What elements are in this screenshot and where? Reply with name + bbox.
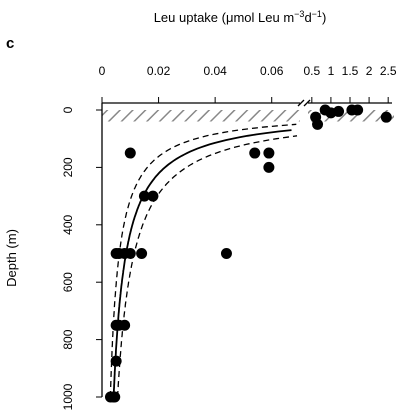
y-axis-label: Depth (m): [4, 229, 19, 287]
x-tick-label: 0.06: [260, 64, 284, 78]
x-tick-label: 0: [99, 64, 106, 78]
y-tick-label: 400: [61, 214, 75, 234]
x-tick-label: 1.5: [342, 64, 359, 78]
axis-break-mark: [297, 99, 305, 107]
data-point: [124, 147, 136, 159]
fit-curve: [112, 129, 292, 398]
data-point: [312, 118, 324, 130]
x-tick-label: 2.5: [380, 64, 397, 78]
data-point: [124, 248, 136, 259]
data-point: [138, 190, 150, 202]
y-tick-label: 0: [61, 106, 75, 113]
panel-label: c: [6, 35, 14, 52]
data-point: [263, 161, 275, 173]
y-tick-label: 200: [61, 157, 75, 177]
data-point: [147, 190, 159, 202]
chart-title: Leu uptake (μmol Leu m−3d−1): [154, 9, 327, 25]
fit-curves: [109, 123, 298, 398]
data-point: [249, 147, 261, 159]
x-tick-label: 1: [328, 64, 335, 78]
mixed-layer: [102, 110, 394, 122]
mixed-layer-hatch-left: [102, 110, 300, 122]
data-point: [263, 147, 275, 159]
title-exp2: −1: [312, 9, 322, 19]
y-tick-label: 800: [61, 329, 75, 349]
title-mid: d: [304, 10, 311, 25]
title-suffix: ): [322, 10, 326, 25]
data-point: [333, 105, 345, 117]
data-point: [220, 248, 232, 259]
fit-ci-upper: [116, 135, 298, 397]
y-tick-label: 1000: [61, 383, 75, 410]
title-exp1: −3: [294, 9, 304, 19]
y-tick-label: 600: [61, 272, 75, 292]
title-prefix: Leu uptake (μmol Leu m: [154, 10, 294, 25]
x-tick-label: 2: [366, 64, 373, 78]
data-point: [380, 111, 392, 123]
x-tick-label: 0.5: [303, 64, 320, 78]
axis-break-mark: [303, 99, 311, 107]
data-point: [352, 104, 364, 116]
fit-ci-lower: [109, 123, 297, 397]
data-point: [119, 319, 131, 331]
data-point: [136, 248, 148, 259]
x-tick-label: 0.02: [147, 64, 171, 78]
data-point: [109, 391, 121, 403]
data-points: [104, 104, 392, 403]
axes: 0 0.02 0.04 0.06 0.5 1 1.5 2 2.5 0 200 400 600 800 100…: [61, 64, 397, 410]
x-tick-label: 0.04: [203, 64, 227, 78]
mixed-layer-hatch-right: [308, 110, 394, 122]
data-point: [110, 355, 122, 367]
